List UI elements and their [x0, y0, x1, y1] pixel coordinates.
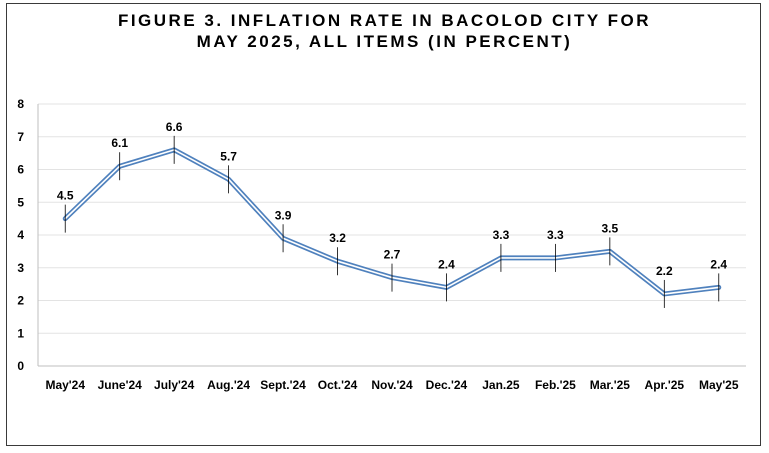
chart-title-line-2: MAY 2025, ALL ITEMS (IN PERCENT): [196, 32, 573, 51]
data-label: 3.2: [329, 231, 346, 245]
y-tick-label: 3: [17, 261, 24, 275]
data-label: 3.9: [275, 208, 292, 222]
x-tick-label: Sept.'24: [260, 378, 306, 392]
x-tick-label: Oct.'24: [318, 378, 358, 392]
x-tick-label: May'24: [45, 378, 85, 392]
x-tick-label: Apr.'25: [645, 378, 685, 392]
y-tick-label: 0: [17, 359, 24, 373]
chart-frame: [6, 3, 761, 446]
data-label: 2.4: [438, 257, 455, 271]
data-label: 6.6: [166, 120, 183, 134]
chart-title: FIGURE 3. INFLATION RATE IN BACOLOD CITY…: [0, 10, 769, 52]
y-tick-label: 7: [17, 130, 24, 144]
x-tick-label: Feb.'25: [535, 378, 576, 392]
x-tick-label: Dec.'24: [426, 378, 468, 392]
data-label: 3.3: [493, 228, 510, 242]
y-tick-label: 5: [17, 195, 24, 209]
y-tick-label: 8: [17, 97, 24, 111]
y-tick-label: 4: [17, 228, 24, 242]
y-tick-label: 2: [17, 294, 24, 308]
data-label: 2.7: [384, 248, 401, 262]
x-tick-label: June'24: [98, 378, 143, 392]
y-tick-label: 6: [17, 163, 24, 177]
y-tick-label: 1: [17, 326, 24, 340]
chart-title-line-1: FIGURE 3. INFLATION RATE IN BACOLOD CITY…: [117, 11, 652, 30]
data-label: 6.1: [111, 136, 128, 150]
x-tick-label: July'24: [154, 378, 195, 392]
x-tick-label: Aug.'24: [207, 378, 250, 392]
x-tick-label: Mar.'25: [590, 378, 631, 392]
data-label: 3.5: [602, 221, 619, 235]
data-label: 4.5: [57, 189, 74, 203]
data-label: 2.4: [710, 257, 727, 271]
x-tick-label: May'25: [699, 378, 739, 392]
data-label: 3.3: [547, 228, 564, 242]
data-label: 5.7: [220, 149, 237, 163]
x-tick-label: Jan.25: [482, 378, 520, 392]
x-tick-label: Nov.'24: [371, 378, 413, 392]
data-label: 2.2: [656, 264, 673, 278]
